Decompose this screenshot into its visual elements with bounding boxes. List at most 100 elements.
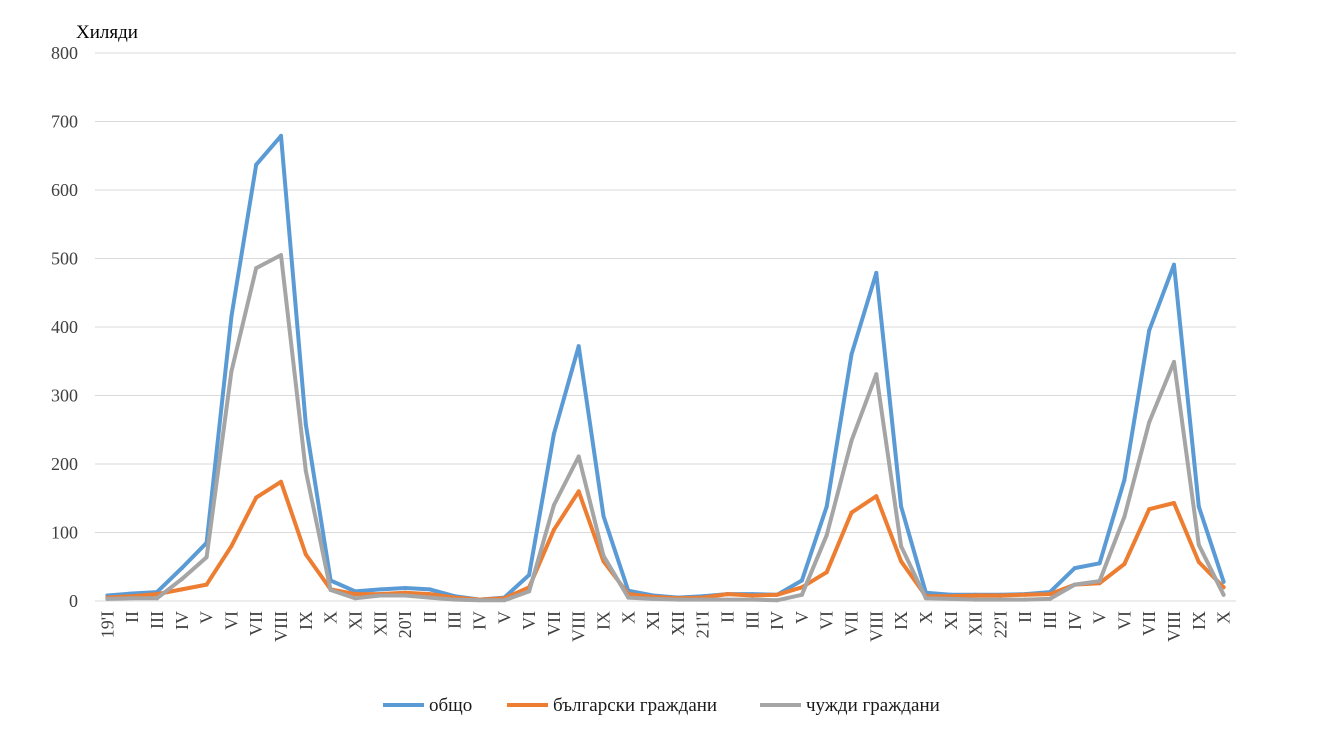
data-point [204, 582, 209, 587]
series-line-2 [105, 479, 1226, 602]
x-tick-label: X [321, 611, 341, 624]
data-point [403, 593, 408, 598]
x-tick-label: V [197, 611, 217, 624]
x-tick-label: X [1214, 611, 1234, 624]
x-tick-label: III [742, 611, 762, 629]
x-tick-label: VII [544, 611, 564, 636]
y-tick-label: 300 [51, 386, 78, 406]
data-point [1196, 560, 1201, 564]
x-tick-label: XII [668, 611, 688, 636]
data-point [899, 504, 904, 509]
data-point [998, 597, 1003, 602]
data-point [328, 588, 333, 592]
data-point [601, 553, 606, 558]
data-point [1072, 566, 1077, 571]
data-point [179, 587, 184, 592]
data-point [303, 552, 308, 557]
data-point [551, 431, 556, 436]
x-tick-label: VII [842, 611, 862, 636]
x-tick-label: VI [1114, 611, 1134, 630]
data-point [378, 593, 383, 598]
data-point [303, 422, 308, 427]
y-tick-label: 400 [51, 317, 78, 337]
x-tick-label: IV [469, 611, 489, 630]
x-tick-label: XI [941, 611, 961, 630]
x-tick-label: II [420, 611, 440, 623]
data-point [1221, 579, 1226, 584]
data-point [576, 454, 581, 459]
x-tick-label: 21'I [693, 611, 713, 638]
gridlines [95, 52, 1236, 602]
data-point [502, 598, 507, 603]
y-tick-label: 100 [51, 523, 78, 543]
x-tick-label: IX [1189, 611, 1209, 630]
x-tick-label: VI [519, 611, 539, 630]
data-point [1048, 596, 1052, 601]
y-tick-label: 700 [51, 112, 78, 132]
data-point [105, 596, 110, 601]
x-tick-label: XII [966, 611, 986, 636]
data-point [1221, 592, 1226, 597]
data-point [576, 489, 581, 494]
x-tick-label: X [618, 611, 638, 624]
x-tick-label: II [122, 611, 142, 623]
x-tick-label: IX [593, 611, 613, 630]
x-tick-label: IX [891, 611, 911, 630]
legend: общо български граждани чужди граждани [383, 695, 940, 716]
data-point [279, 133, 283, 138]
series-lines [105, 133, 1226, 603]
x-tick-label: XII [370, 611, 390, 636]
data-point [700, 597, 705, 602]
data-point [229, 369, 234, 374]
data-point [1072, 582, 1077, 587]
data-point [279, 479, 283, 484]
data-point [998, 593, 1003, 598]
x-tick-label: VII [1139, 611, 1159, 636]
data-point [651, 596, 656, 601]
data-point [1023, 592, 1028, 597]
data-point [527, 589, 532, 594]
x-tick-label: III [1040, 611, 1060, 629]
x-tick-label: VIII [866, 611, 886, 642]
x-tick-label: VIII [1164, 611, 1184, 642]
y-tick-label: 0 [69, 591, 78, 611]
data-point [1023, 597, 1028, 602]
data-point [229, 544, 234, 549]
y-axis-unit-label: Хиляди [76, 22, 138, 43]
x-tick-label: 19'I [97, 611, 117, 638]
data-point [155, 596, 159, 601]
data-point [229, 314, 234, 319]
x-tick-label: XI [643, 611, 663, 630]
x-tick-label: VI [221, 611, 241, 630]
data-point [179, 577, 184, 582]
data-point [403, 586, 408, 590]
data-point [1172, 501, 1176, 505]
x-tick-label: IV [767, 611, 787, 630]
data-point [303, 468, 308, 473]
x-tick-label: VII [246, 611, 266, 636]
data-point [179, 566, 184, 571]
data-point [874, 372, 879, 377]
x-tick-label: 22'I [990, 611, 1010, 638]
data-point [601, 514, 606, 519]
data-point [1122, 514, 1127, 519]
x-axis-ticks: 19'I II III IV V VI VII VIII IX X XI XII 20'I II III IV… [97, 611, 1233, 642]
x-tick-label: XI [345, 611, 365, 630]
data-point [775, 598, 780, 603]
x-tick-label: III [445, 611, 465, 629]
data-point [799, 578, 804, 583]
data-point [551, 503, 556, 508]
data-point [353, 596, 358, 601]
data-point [254, 162, 259, 167]
data-point [576, 344, 581, 349]
x-tick-label: V [494, 611, 514, 624]
data-point [874, 494, 879, 499]
data-point [427, 592, 432, 597]
data-point [1147, 420, 1152, 425]
data-point [452, 597, 457, 602]
x-tick-label: 20'I [395, 611, 415, 638]
data-point [427, 587, 432, 592]
data-point [824, 504, 829, 509]
data-point [824, 533, 829, 538]
legend-label: общо [429, 695, 472, 716]
